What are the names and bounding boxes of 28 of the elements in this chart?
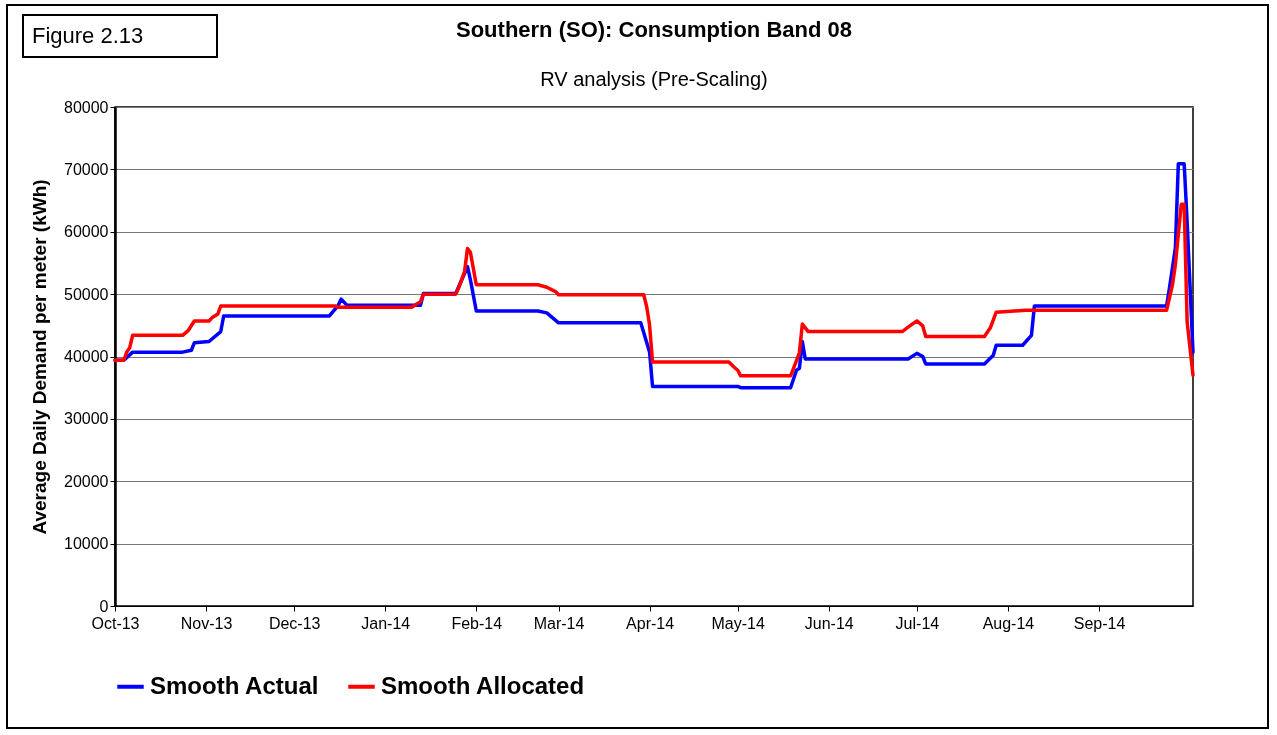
y-tick-label: 20000 (64, 472, 109, 490)
x-tick-label: Apr-14 (626, 614, 675, 632)
legend-label: Smooth Allocated (381, 671, 585, 699)
y-tick-label: 80000 (64, 98, 109, 116)
legend-label: Smooth Actual (150, 671, 319, 699)
y-tick-label: 30000 (64, 410, 109, 428)
x-tick-label: Nov-13 (180, 614, 233, 632)
caption: Figure 2.13 (22, 14, 218, 58)
x-tick-label: Jul-14 (895, 614, 940, 632)
chart-subtitle: RV analysis (Pre-Scaling) (540, 68, 768, 90)
x-tick-label: Aug-14 (982, 614, 1035, 632)
x-tick-label: Mar-14 (533, 614, 585, 632)
line-series (113, 202, 1195, 378)
x-tick-label: Feb-14 (451, 614, 503, 632)
y-tick-label: 50000 (64, 285, 109, 303)
x-tick-label: Jan-14 (361, 614, 411, 632)
chart-title: Southern (SO): Consumption Band 08 (456, 17, 852, 42)
x-tick-label: Dec-13 (268, 614, 321, 632)
y-axis-title: Average Daily Demand per meter (kWh) (29, 179, 51, 535)
y-tick-label: 60000 (64, 223, 109, 241)
x-tick-label: Sep-14 (1073, 614, 1126, 632)
x-tick-label: Oct-13 (91, 614, 140, 632)
y-tick-label: 10000 (64, 535, 109, 553)
x-tick-label: May-14 (711, 614, 765, 632)
y-tick-label: 0 (99, 597, 109, 615)
x-tick-label: Jun-14 (804, 614, 854, 632)
y-tick-label: 70000 (64, 160, 109, 178)
y-tick-label: 40000 (64, 348, 109, 365)
